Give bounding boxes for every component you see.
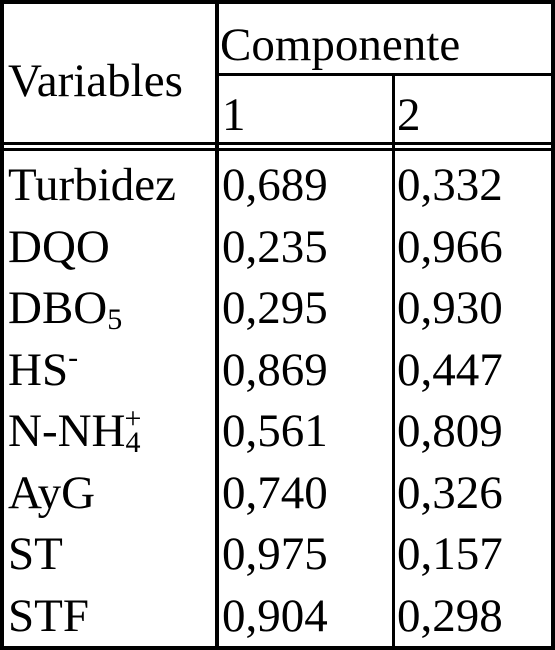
value-cell: 0,447	[397, 343, 503, 396]
value-cell: 0,295	[222, 282, 328, 334]
label-text: ST	[8, 528, 63, 580]
value-cell: 0,157	[397, 528, 503, 580]
label-superscript: -	[68, 340, 79, 374]
row-label: AyG	[8, 466, 96, 519]
row-label: DBO5	[8, 282, 122, 335]
row-label: HS-	[8, 342, 78, 396]
value-cell: 0,930	[397, 282, 503, 334]
value-cell: 0,975	[222, 528, 328, 580]
label-text: DBO	[8, 282, 108, 334]
rule	[4, 142, 555, 145]
value-cell: 0,904	[222, 589, 328, 642]
label-text: STF	[8, 589, 89, 642]
label-subscript: 5	[107, 303, 123, 336]
value-cell: 0,869	[222, 343, 328, 396]
rule	[215, 4, 219, 646]
row-label: STF	[8, 589, 89, 642]
header-variables: Variables	[8, 55, 183, 107]
label-text: DQO	[8, 220, 110, 273]
label-text: N-NH	[8, 405, 126, 457]
rule	[219, 73, 555, 76]
rule	[4, 148, 555, 151]
rule	[392, 74, 395, 646]
value-cell: 0,332	[397, 159, 503, 211]
header-group: Componente	[220, 19, 461, 71]
label-text: AyG	[8, 466, 96, 519]
value-cell: 0,298	[397, 589, 503, 642]
label-text: HS	[8, 343, 69, 396]
label-superscript: +	[124, 402, 142, 435]
value-cell: 0,809	[397, 405, 503, 457]
value-cell: 0,235	[222, 220, 328, 273]
label-text: Turbidez	[8, 159, 176, 211]
value-cell: 0,966	[397, 220, 503, 273]
value-cell: 0,561	[222, 405, 328, 457]
row-label: DQO	[8, 220, 110, 273]
row-label: Turbidez	[8, 162, 176, 209]
value-cell: 0,740	[222, 466, 328, 519]
label-subscript: 4	[125, 426, 141, 459]
row-label: ST	[8, 531, 63, 578]
value-cell: 0,326	[397, 466, 503, 519]
header-column: 2	[397, 89, 421, 141]
header-column: 1	[222, 89, 246, 141]
row-label: N-NH4+	[8, 404, 141, 458]
value-cell: 0,689	[222, 159, 328, 211]
